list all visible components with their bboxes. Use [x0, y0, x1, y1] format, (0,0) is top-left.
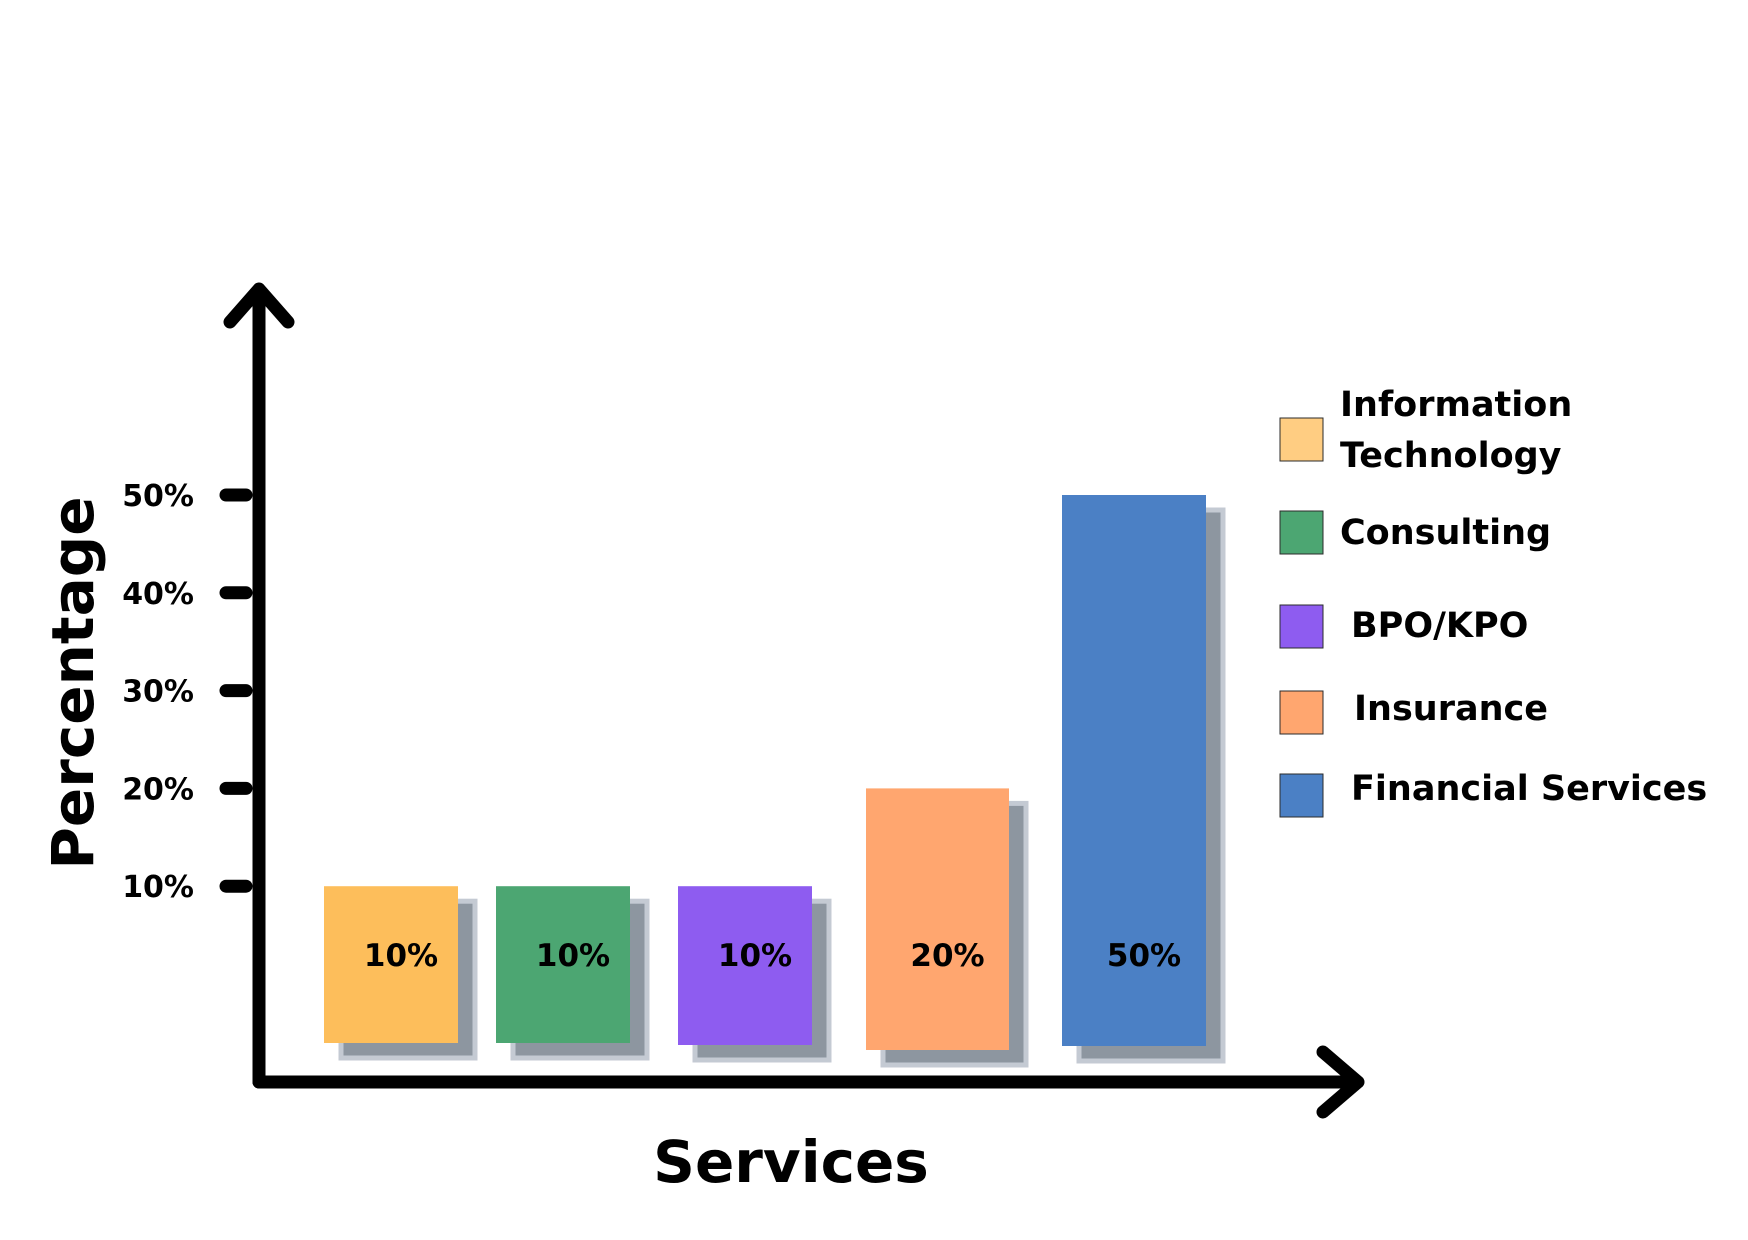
x-axis-title: Services	[653, 1128, 929, 1196]
y-tick-label: 40%	[122, 577, 194, 612]
bar-labels: 10% 10% 10% 20% 50%	[364, 938, 1181, 974]
bar-value-label: 10%	[364, 938, 438, 974]
bar-consulting	[496, 886, 630, 1043]
legend-label: Insurance	[1354, 689, 1548, 729]
y-tick-label: 20%	[122, 772, 194, 807]
bar-value-label: 20%	[910, 938, 984, 974]
legend-item-consulting: Consulting	[1279, 510, 1551, 555]
legend-item-bpo-kpo: BPO/KPO	[1279, 604, 1528, 649]
bar-value-label: 10%	[718, 938, 792, 974]
legend-label: Financial Services	[1351, 769, 1707, 809]
bar-information-technology	[324, 886, 458, 1043]
legend-item-financial-services: Financial Services	[1279, 769, 1707, 818]
bars	[324, 495, 1206, 1050]
y-tick-label: 10%	[122, 870, 194, 905]
bar-insurance	[866, 788, 1009, 1050]
bar-value-label: 10%	[536, 938, 610, 974]
legend-label: BPO/KPO	[1351, 606, 1528, 646]
y-axis-arrow	[223, 282, 295, 329]
axes	[223, 282, 1365, 1119]
y-tick-label: 50%	[122, 479, 194, 514]
bar-financial-services	[1062, 495, 1206, 1046]
bar-bpo-kpo	[678, 886, 812, 1045]
legend-swatch	[1279, 690, 1324, 735]
legend-swatch	[1279, 773, 1324, 818]
legend-label: Consulting	[1340, 513, 1551, 553]
y-ticks: 10% 20% 30% 40% 50%	[122, 479, 253, 905]
legend-label: Technology	[1340, 436, 1562, 476]
bar-value-label: 50%	[1107, 938, 1181, 974]
x-axis-arrow	[1316, 1045, 1365, 1119]
legend-swatch	[1279, 604, 1324, 649]
legend-item-information-technology: Information Technology	[1279, 385, 1572, 476]
legend-swatch	[1279, 417, 1324, 462]
legend-label: Information	[1340, 385, 1572, 425]
y-tick-label: 30%	[122, 675, 194, 710]
y-axis-title: Percentage	[39, 496, 107, 869]
legend-item-insurance: Insurance	[1279, 689, 1548, 735]
legend-swatch	[1279, 510, 1324, 555]
legend: Information Technology Consulting BPO/KPO In…	[1279, 385, 1707, 818]
